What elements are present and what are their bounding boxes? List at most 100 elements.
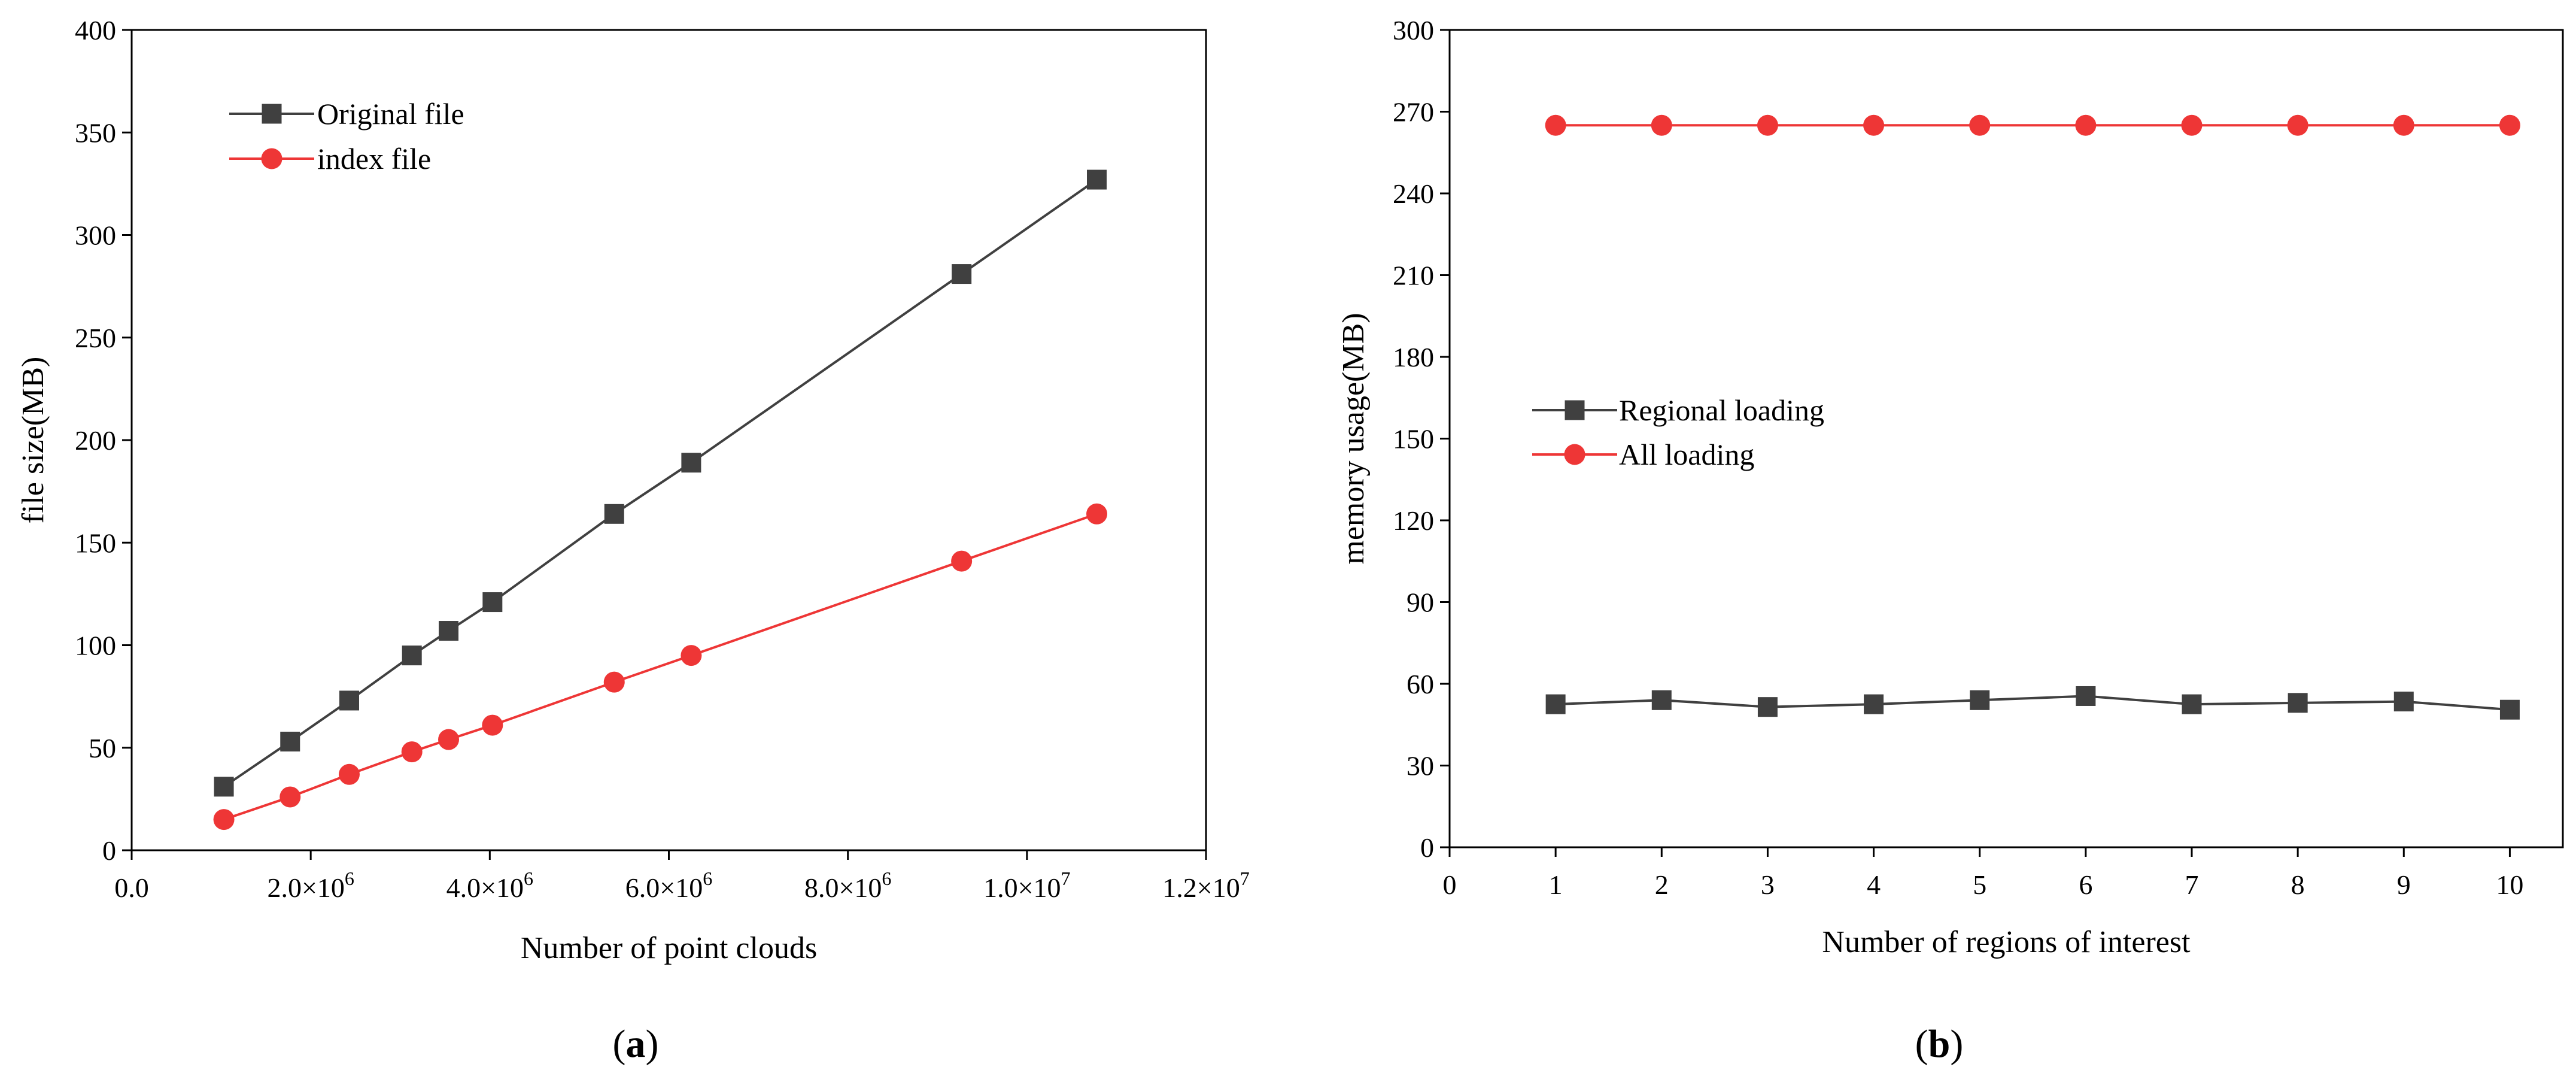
x-tick-label: 5 <box>1973 869 1986 900</box>
data-point <box>1969 114 1991 136</box>
y-tick-label: 150 <box>75 528 116 558</box>
data-point <box>604 504 624 524</box>
data-point <box>2288 693 2308 713</box>
panel-caption: (a) <box>613 1022 659 1066</box>
series-regional-loading <box>1545 686 2520 720</box>
plot-frame <box>130 29 1207 851</box>
x-tick-label: 2.0×106 <box>267 868 354 903</box>
legend: Regional loading All loading <box>1532 393 1824 471</box>
x-tick-label: 6.0×106 <box>625 868 712 903</box>
y-tick-label: 240 <box>1393 178 1434 209</box>
y-tick-label: 0 <box>1420 832 1434 863</box>
data-point <box>1651 114 1672 136</box>
data-point <box>339 690 359 711</box>
data-point <box>1970 690 1990 710</box>
legend-label: Original file <box>317 97 464 131</box>
x-tick-label: 1.0×107 <box>983 868 1070 903</box>
legend-marker <box>1564 444 1585 465</box>
legend-marker <box>262 104 282 124</box>
x-tick-label: 4.0×106 <box>446 868 533 903</box>
data-point <box>2287 114 2308 136</box>
y-tick-label: 50 <box>89 733 116 763</box>
data-point <box>2393 692 2414 712</box>
series-line <box>223 513 1098 821</box>
y-tick-label: 60 <box>1407 669 1434 699</box>
y-tick-label: 300 <box>75 220 116 251</box>
data-point <box>2499 699 2520 720</box>
x-tick-label: 7 <box>2185 869 2199 900</box>
data-point <box>1864 694 1884 714</box>
data-point <box>338 763 360 785</box>
series-original-file <box>214 169 1107 797</box>
y-tick-label: 90 <box>1407 587 1434 618</box>
x-tick-label: 1.2×107 <box>1162 868 1249 903</box>
data-point <box>1757 697 1778 717</box>
data-point <box>1863 114 1885 136</box>
data-point <box>2181 114 2203 136</box>
x-tick-label: 3 <box>1761 869 1775 900</box>
data-point <box>438 729 460 750</box>
legend: Original file index file <box>229 97 464 175</box>
y-tick-label: 100 <box>75 631 116 661</box>
x-tick-label: 6 <box>2079 869 2092 900</box>
x-tick-label: 0 <box>1443 869 1457 900</box>
data-point <box>681 645 702 666</box>
chart-b: 0 30 60 90 120 150 180 210 240 270 300 0 1 2 3 4 5 6 7 8 9 10… <box>1336 15 2564 1066</box>
data-point <box>482 592 503 613</box>
data-point <box>402 645 422 666</box>
data-point <box>952 264 972 284</box>
series-all-loading <box>1545 114 2520 136</box>
data-point <box>482 714 503 736</box>
series-line <box>1556 695 2510 711</box>
x-tick-label: 9 <box>2397 869 2411 900</box>
chart-a: 0 50 100 150 200 250 300 350 400 0.0 2.0×106 4.0×10… <box>16 15 1250 1066</box>
data-point <box>1651 690 1672 710</box>
data-point <box>2499 114 2520 136</box>
x-tick-label: 1 <box>1549 869 1563 900</box>
y-tick-label: 270 <box>1393 97 1434 128</box>
x-tick-label: 8.0×106 <box>804 868 891 903</box>
data-point <box>951 550 973 572</box>
legend-label: index file <box>317 142 431 175</box>
data-point <box>1087 169 1107 190</box>
x-tick-label: 0.0 <box>114 872 149 903</box>
legend-label: All loading <box>1619 438 1754 471</box>
data-point <box>280 786 301 808</box>
data-point <box>2075 114 2097 136</box>
y-tick-label: 200 <box>75 425 116 456</box>
legend-marker <box>1565 400 1585 420</box>
x-axis-title: Number of point clouds <box>521 931 817 965</box>
y-tick-label: 350 <box>75 117 116 148</box>
legend-marker <box>261 148 282 169</box>
data-point <box>681 453 701 473</box>
data-point <box>1757 114 1778 136</box>
data-point <box>214 777 234 797</box>
series-line <box>223 178 1098 788</box>
y-tick-label: 0 <box>102 835 116 866</box>
data-point <box>1086 503 1108 525</box>
data-point <box>401 741 423 763</box>
y-tick-label: 150 <box>1393 424 1434 454</box>
data-point <box>280 731 300 751</box>
series-index-file <box>213 503 1108 831</box>
y-tick-label: 400 <box>75 15 116 46</box>
x-axis-title: Number of regions of interest <box>1822 925 2191 959</box>
y-axis-title: memory usage(MB) <box>1336 313 1371 564</box>
y-tick-label: 120 <box>1393 505 1434 536</box>
x-tick-label: 4 <box>1867 869 1881 900</box>
data-point <box>1545 694 1566 714</box>
y-tick-label: 250 <box>75 323 116 353</box>
y-tick-label: 300 <box>1393 15 1434 46</box>
x-tick-label: 2 <box>1655 869 1669 900</box>
data-point <box>2393 114 2414 136</box>
y-axis-title: file size(MB) <box>16 357 50 524</box>
data-point <box>2076 686 2096 706</box>
x-tick-label: 8 <box>2291 869 2305 900</box>
y-tick-label: 180 <box>1393 342 1434 372</box>
data-point <box>213 809 235 831</box>
plot-frame <box>1448 29 2564 848</box>
legend-label: Regional loading <box>1619 393 1824 427</box>
data-point <box>603 671 625 693</box>
y-tick-label: 210 <box>1393 260 1434 291</box>
